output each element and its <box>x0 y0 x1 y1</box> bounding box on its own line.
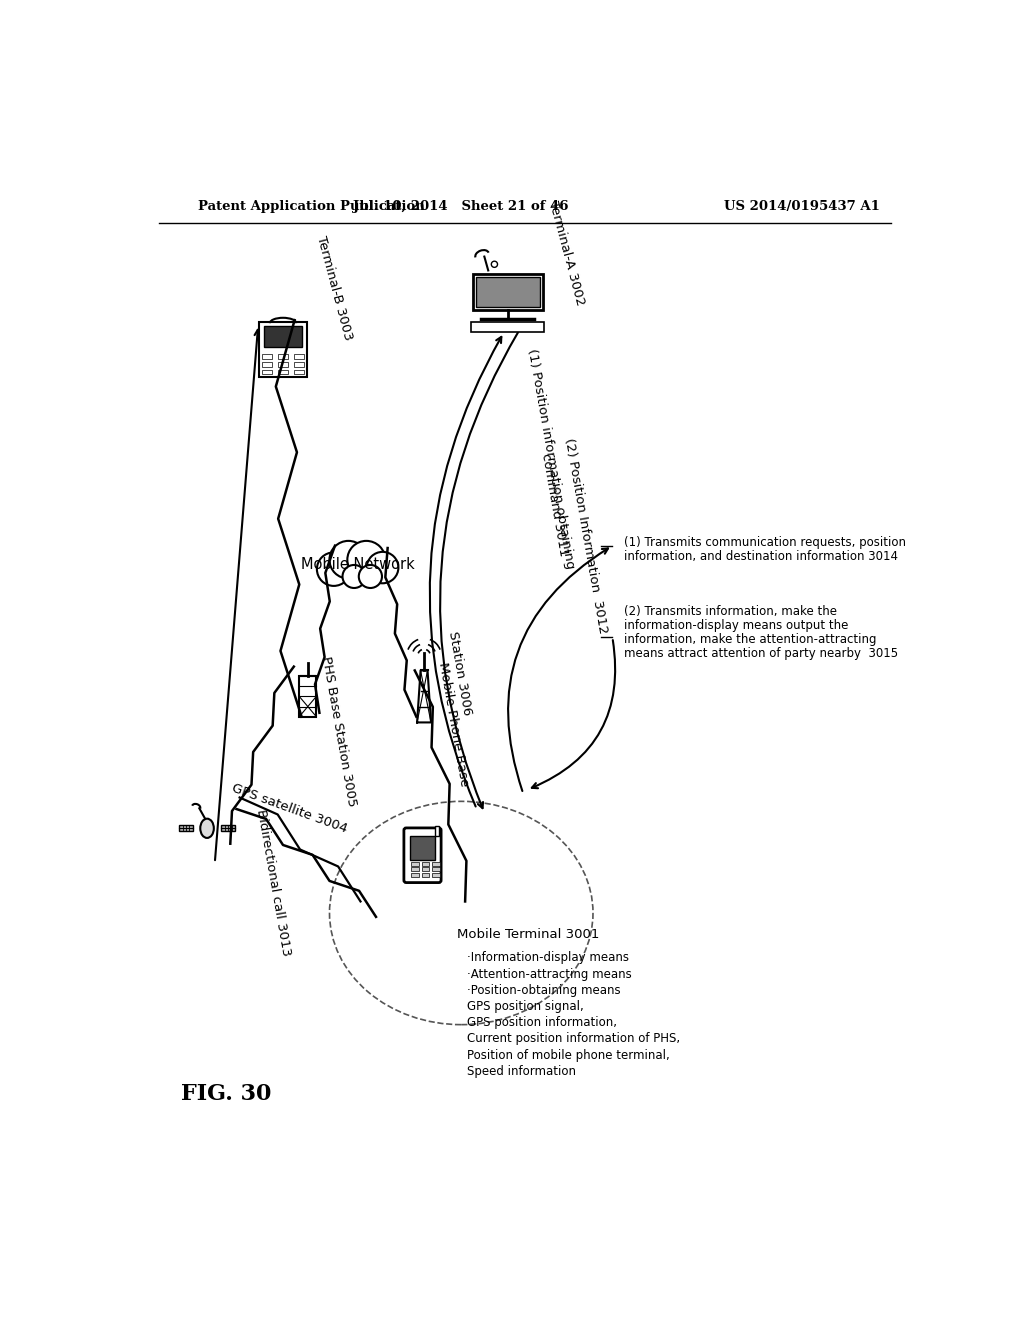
Bar <box>262 354 272 359</box>
Text: ·Position-obtaining means: ·Position-obtaining means <box>467 983 622 997</box>
Text: Mobile Network: Mobile Network <box>301 557 415 573</box>
Bar <box>221 825 234 832</box>
Bar <box>294 354 304 359</box>
Bar <box>279 354 288 359</box>
Bar <box>264 326 302 347</box>
Text: information, and destination information 3014: information, and destination information… <box>624 549 898 562</box>
Text: (2) Position Information  3012: (2) Position Information 3012 <box>562 437 609 635</box>
Text: GPS position signal,: GPS position signal, <box>467 1001 585 1012</box>
Text: (1) Transmits communication requests, position: (1) Transmits communication requests, po… <box>624 536 906 549</box>
Circle shape <box>316 552 350 586</box>
Text: Patent Application Publication: Patent Application Publication <box>198 201 425 214</box>
Circle shape <box>367 552 398 583</box>
Bar <box>411 867 419 871</box>
Bar <box>410 837 435 861</box>
Text: GPS position information,: GPS position information, <box>467 1016 617 1030</box>
Bar <box>473 275 543 310</box>
Text: PHS Base Station 3005: PHS Base Station 3005 <box>318 655 358 808</box>
Bar <box>294 370 304 375</box>
Text: Station 3006: Station 3006 <box>445 631 473 717</box>
Text: Terminal-B 3003: Terminal-B 3003 <box>314 234 354 342</box>
Bar <box>432 873 440 876</box>
Text: Speed information: Speed information <box>467 1065 577 1077</box>
Bar <box>411 862 419 866</box>
Text: Mobile Terminal 3001: Mobile Terminal 3001 <box>458 928 600 941</box>
Text: information, make the attention-attracting: information, make the attention-attracti… <box>624 632 877 645</box>
Circle shape <box>342 565 366 587</box>
Circle shape <box>492 261 498 268</box>
Bar <box>422 873 429 876</box>
Text: ·Information-display means: ·Information-display means <box>467 952 630 965</box>
Text: US 2014/0195437 A1: US 2014/0195437 A1 <box>724 201 881 214</box>
Ellipse shape <box>201 818 214 838</box>
Bar <box>471 322 544 333</box>
Text: FIG. 30: FIG. 30 <box>180 1082 271 1105</box>
Ellipse shape <box>330 801 593 1024</box>
Text: Current position information of PHS,: Current position information of PHS, <box>467 1032 681 1045</box>
FancyBboxPatch shape <box>403 828 441 883</box>
Bar <box>294 362 304 367</box>
Text: information-display means output the: information-display means output the <box>624 619 848 632</box>
Bar <box>432 867 440 871</box>
Bar <box>179 825 193 832</box>
Bar <box>279 362 288 367</box>
Bar <box>422 867 429 871</box>
Text: (1) Position information obtaining: (1) Position information obtaining <box>524 347 577 570</box>
Bar <box>279 370 288 375</box>
Text: Jul. 10, 2014   Sheet 21 of 46: Jul. 10, 2014 Sheet 21 of 46 <box>353 201 569 214</box>
Circle shape <box>330 541 368 578</box>
Bar <box>259 322 307 378</box>
Bar <box>299 676 316 717</box>
Bar <box>411 873 419 876</box>
Bar <box>435 825 438 837</box>
Bar <box>476 277 540 308</box>
Bar <box>432 862 440 866</box>
Circle shape <box>358 565 382 587</box>
Bar <box>262 370 272 375</box>
Bar <box>262 362 272 367</box>
Bar <box>422 862 429 866</box>
Text: means attract attention of party nearby  3015: means attract attention of party nearby … <box>624 647 898 660</box>
Text: Mobile Phone Base: Mobile Phone Base <box>436 661 471 788</box>
Text: Bidirectional call 3013: Bidirectional call 3013 <box>254 808 292 957</box>
Circle shape <box>347 541 385 578</box>
Text: GPS satellite 3004: GPS satellite 3004 <box>230 781 349 836</box>
Text: Position of mobile phone terminal,: Position of mobile phone terminal, <box>467 1048 670 1061</box>
Text: command 3011: command 3011 <box>539 453 569 557</box>
Text: ·Attention-attracting means: ·Attention-attracting means <box>467 968 632 981</box>
Text: Terminal-A 3002: Terminal-A 3002 <box>547 199 587 308</box>
Text: (2) Transmits information, make the: (2) Transmits information, make the <box>624 605 837 618</box>
